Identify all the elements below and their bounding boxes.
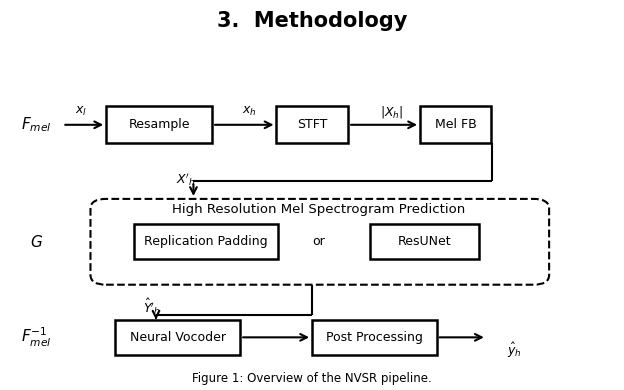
Text: ResUNet: ResUNet [397,235,451,248]
Text: Resample: Resample [129,118,190,131]
Text: $X'_h$: $X'_h$ [176,172,196,188]
FancyBboxPatch shape [90,199,549,285]
FancyBboxPatch shape [369,224,479,259]
Text: $F^{-1}_{mel}$: $F^{-1}_{mel}$ [21,326,52,349]
Text: Mel FB: Mel FB [435,118,476,131]
Text: $\hat{Y}'_h$: $\hat{Y}'_h$ [143,296,160,317]
Text: Neural Vocoder: Neural Vocoder [130,331,226,344]
Text: $x_h$: $x_h$ [242,105,257,118]
Text: Replication Padding: Replication Padding [144,235,268,248]
Text: $F_{mel}$: $F_{mel}$ [21,115,52,134]
FancyBboxPatch shape [276,106,348,143]
Text: Post Processing: Post Processing [326,331,423,344]
Text: Figure 1: Overview of the NVSR pipeline.: Figure 1: Overview of the NVSR pipeline. [192,372,432,385]
Text: $x_l$: $x_l$ [75,105,87,118]
Text: $|X_h|$: $|X_h|$ [379,103,403,120]
Text: High Resolution Mel Spectrogram Prediction: High Resolution Mel Spectrogram Predicti… [172,203,465,216]
FancyBboxPatch shape [115,320,240,355]
FancyBboxPatch shape [419,106,492,143]
Text: or: or [312,235,324,248]
FancyBboxPatch shape [312,320,437,355]
Text: 3.  Methodology: 3. Methodology [217,11,407,32]
Text: $G$: $G$ [30,234,42,250]
FancyBboxPatch shape [106,106,212,143]
Text: STFT: STFT [297,118,327,131]
FancyBboxPatch shape [134,224,278,259]
Text: $\hat{y}_h$: $\hat{y}_h$ [507,341,522,360]
